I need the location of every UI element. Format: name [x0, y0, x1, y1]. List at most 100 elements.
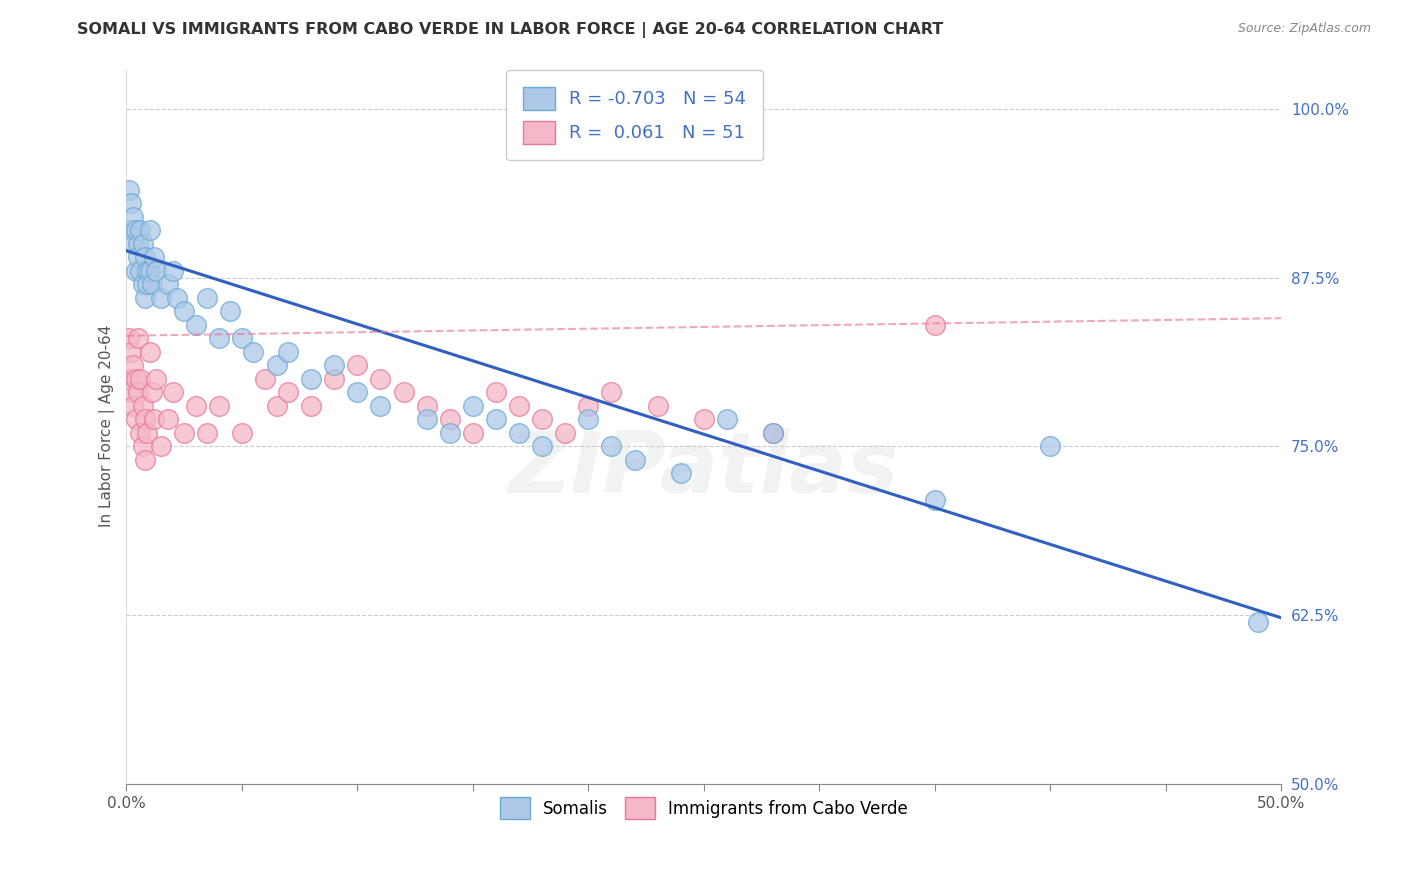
Point [143, 251, 166, 265]
Point [253, 372, 276, 386]
Point [461, 399, 484, 413]
Point [219, 304, 242, 318]
Point [150, 291, 173, 305]
Point [623, 453, 645, 467]
Point [136, 277, 159, 292]
Point [131, 236, 153, 251]
Point [125, 264, 148, 278]
Point [195, 425, 218, 440]
Point [138, 223, 160, 237]
Point [415, 412, 437, 426]
Point [346, 385, 368, 400]
Point [370, 372, 392, 386]
Point [716, 412, 738, 426]
Point [508, 399, 530, 413]
Point [531, 412, 554, 426]
Text: ZIPatlas: ZIPatlas [509, 427, 898, 510]
Point [531, 439, 554, 453]
Point [138, 345, 160, 359]
Point [120, 385, 142, 400]
Point [323, 359, 346, 373]
Text: Source: ZipAtlas.com: Source: ZipAtlas.com [1237, 22, 1371, 36]
Point [277, 345, 299, 359]
Point [138, 264, 160, 278]
Point [461, 425, 484, 440]
Point [485, 385, 508, 400]
Point [184, 318, 207, 332]
Point [118, 372, 141, 386]
Point [600, 385, 623, 400]
Point [277, 385, 299, 400]
Point [576, 412, 599, 426]
Point [669, 467, 692, 481]
Point [299, 372, 322, 386]
Point [576, 399, 599, 413]
Point [1339, 723, 1361, 737]
Point [118, 183, 141, 197]
Point [508, 425, 530, 440]
Point [231, 331, 253, 345]
Point [125, 223, 148, 237]
Point [122, 359, 145, 373]
Point [323, 372, 346, 386]
Point [346, 359, 368, 373]
Point [600, 439, 623, 453]
Point [195, 291, 218, 305]
Point [125, 412, 148, 426]
Point [143, 412, 166, 426]
Point [129, 372, 152, 386]
Point [166, 291, 188, 305]
Point [1039, 439, 1062, 453]
Y-axis label: In Labor Force | Age 20-64: In Labor Force | Age 20-64 [100, 325, 115, 527]
Point [554, 425, 576, 440]
Point [392, 385, 415, 400]
Point [231, 425, 253, 440]
Point [157, 277, 180, 292]
Point [184, 399, 207, 413]
Point [125, 372, 148, 386]
Point [131, 277, 153, 292]
Point [127, 385, 149, 400]
Point [120, 196, 142, 211]
Point [118, 331, 141, 345]
Legend: Somalis, Immigrants from Cabo Verde: Somalis, Immigrants from Cabo Verde [494, 790, 914, 825]
Point [693, 412, 716, 426]
Point [162, 385, 184, 400]
Point [439, 425, 461, 440]
Point [131, 439, 153, 453]
Point [134, 412, 156, 426]
Point [173, 425, 195, 440]
Point [136, 264, 159, 278]
Point [120, 223, 142, 237]
Point [127, 251, 149, 265]
Point [647, 399, 669, 413]
Point [134, 251, 156, 265]
Point [299, 399, 322, 413]
Point [924, 318, 946, 332]
Point [120, 345, 142, 359]
Point [924, 493, 946, 508]
Point [134, 291, 156, 305]
Point [762, 425, 785, 440]
Point [145, 264, 167, 278]
Point [129, 264, 152, 278]
Point [141, 385, 163, 400]
Point [1247, 615, 1270, 629]
Point [208, 331, 231, 345]
Point [415, 399, 437, 413]
Point [136, 425, 159, 440]
Point [439, 412, 461, 426]
Point [173, 304, 195, 318]
Point [134, 453, 156, 467]
Point [141, 277, 163, 292]
Point [150, 439, 173, 453]
Point [157, 412, 180, 426]
Point [208, 399, 231, 413]
Point [266, 359, 288, 373]
Point [162, 264, 184, 278]
Point [122, 210, 145, 224]
Point [127, 236, 149, 251]
Point [129, 223, 152, 237]
Point [122, 236, 145, 251]
Point [762, 425, 785, 440]
